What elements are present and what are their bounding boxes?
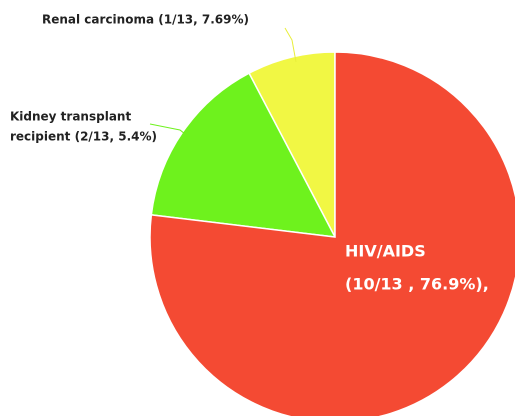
slice-label: (10/13 , 76.9%), — [345, 275, 489, 294]
slice-label: HIV/AIDS — [345, 242, 426, 261]
slice-label: Kidney transplant — [10, 110, 131, 124]
slice-label: Renal carcinoma (1/13, 7.69%) — [42, 13, 249, 27]
leader-line — [284, 27, 297, 63]
leader-line — [149, 123, 206, 151]
slice-label: recipient (2/13, 5.4%) — [10, 130, 157, 144]
pie-slice — [149, 51, 515, 416]
